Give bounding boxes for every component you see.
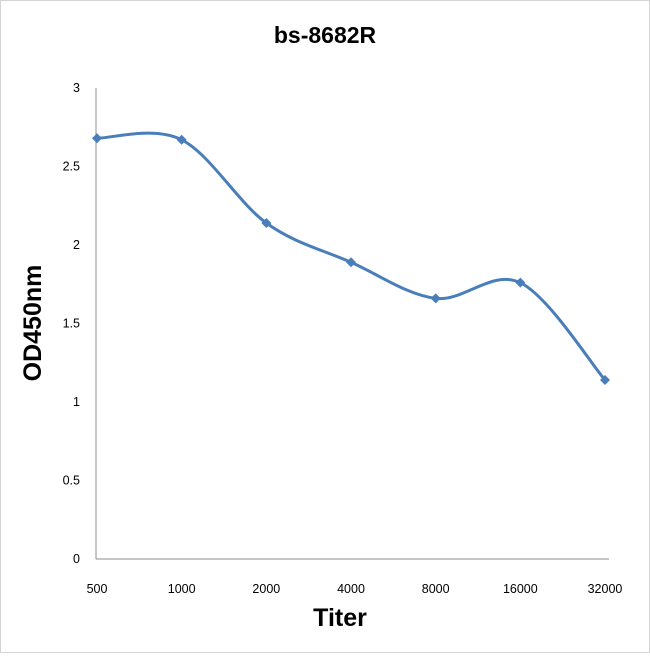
data-point-marker xyxy=(92,133,102,144)
x-axis-title: Titer xyxy=(313,604,367,632)
y-tick-label: 1.5 xyxy=(63,317,80,331)
y-tick-labels: 0 0.5 1 1.5 2 2.5 3 xyxy=(63,81,80,566)
y-tick-label: 0 xyxy=(73,552,80,566)
x-tick-label: 1000 xyxy=(168,582,196,596)
x-tick-label: 2000 xyxy=(252,582,280,596)
y-tick-label: 2 xyxy=(73,238,80,252)
y-axis-title: OD450nm xyxy=(19,265,47,382)
data-point-marker xyxy=(430,293,441,304)
x-tick-label: 4000 xyxy=(337,582,365,596)
data-point-marker xyxy=(515,277,526,288)
y-tick-label: 2.5 xyxy=(63,160,80,174)
y-tick-label: 1 xyxy=(73,395,80,409)
series-markers xyxy=(92,133,610,386)
x-tick-label: 500 xyxy=(87,582,108,596)
y-tick-label: 0.5 xyxy=(63,474,80,488)
x-tick-label: 8000 xyxy=(422,582,450,596)
data-point-marker xyxy=(346,257,356,268)
x-tick-label: 16000 xyxy=(503,582,538,596)
data-point-marker xyxy=(600,375,610,386)
data-point-marker xyxy=(261,218,272,229)
chart-title: bs-8682R xyxy=(274,22,377,48)
data-point-marker xyxy=(176,134,187,145)
x-tick-labels: 500 1000 2000 4000 8000 16000 32000 xyxy=(87,582,623,596)
x-tick-label: 32000 xyxy=(588,582,623,596)
y-tick-label: 3 xyxy=(73,81,80,95)
series-line xyxy=(95,131,607,382)
